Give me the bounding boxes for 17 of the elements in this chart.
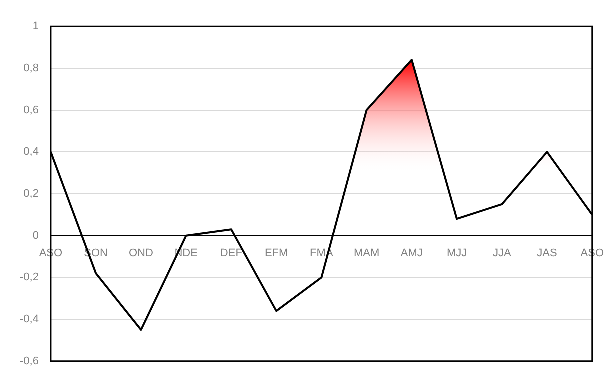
x-tick-label: JJA [492,247,512,260]
x-tick-label: OND [128,247,154,260]
x-tick-label: EFM [264,247,288,260]
y-tick-label: 0,2 [24,188,39,200]
x-tick-label: AMJ [400,247,423,260]
y-tick-label: 0,6 [24,104,39,116]
y-tick-label: 1 [32,20,39,33]
x-tick-label: MJJ [446,247,468,260]
y-tick-label: -0,2 [20,272,39,284]
y-tick-label: 0,4 [24,146,39,158]
y-tick-label: -0,6 [20,355,39,368]
x-tick-label: DEF [220,247,243,260]
y-tick-label: -0,4 [20,314,39,326]
x-tick-label: MAM [354,247,380,260]
y-tick-label: 0,8 [24,62,39,74]
x-tick-label: JAS [537,247,558,260]
y-tick-label: 0 [32,230,39,242]
